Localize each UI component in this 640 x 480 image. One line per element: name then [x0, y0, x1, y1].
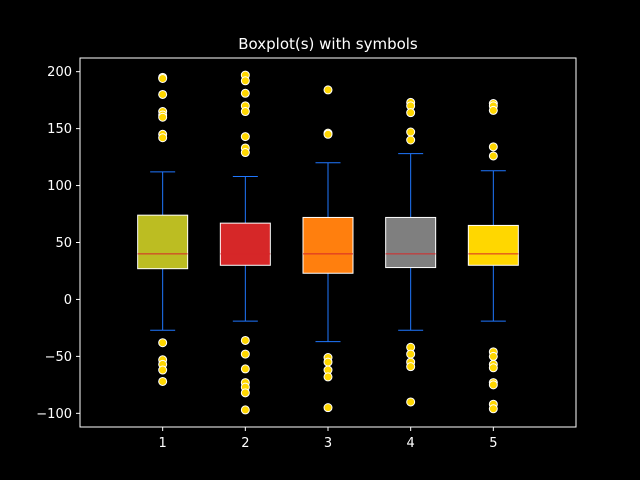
y-tick-label: 200: [47, 65, 72, 80]
x-tick-label: 4: [407, 436, 415, 451]
outlier-point: [488, 363, 498, 373]
boxes-layer: [137, 70, 519, 415]
outlier-point: [488, 380, 498, 390]
outlier-point: [158, 133, 168, 143]
outlier-point: [158, 338, 168, 348]
outlier-point: [240, 349, 250, 359]
outlier-point: [158, 376, 168, 386]
outlier-point: [240, 148, 250, 158]
box-iqr: [385, 216, 437, 269]
box-iqr: [467, 224, 519, 266]
outlier-point: [323, 372, 333, 382]
y-tick-label: 100: [47, 179, 72, 194]
box-group-2: [219, 70, 271, 415]
outlier-point: [488, 351, 498, 361]
outlier-point: [323, 129, 333, 139]
y-tick-label: −100: [36, 407, 72, 422]
outlier-point: [406, 349, 416, 359]
outlier-point: [406, 127, 416, 137]
outlier-point: [488, 142, 498, 152]
outlier-point: [240, 405, 250, 415]
chart-title: Boxplot(s) with symbols: [238, 35, 418, 53]
x-tick-label: 1: [159, 436, 167, 451]
outlier-point: [406, 362, 416, 372]
y-tick-label: 50: [55, 236, 72, 251]
outlier-point: [488, 151, 498, 161]
outlier-point: [406, 397, 416, 407]
outlier-point: [406, 135, 416, 145]
y-tick-label: 150: [47, 122, 72, 137]
outlier-point: [240, 88, 250, 98]
outlier-point: [406, 108, 416, 118]
outlier-point: [158, 112, 168, 122]
box-iqr: [137, 214, 189, 270]
y-tick-label: 0: [64, 293, 72, 308]
outlier-point: [488, 404, 498, 414]
y-tick-label: −50: [45, 350, 72, 365]
box-group-3: [302, 85, 354, 413]
outlier-point: [240, 107, 250, 117]
x-tick-label: 5: [489, 436, 497, 451]
outlier-point: [240, 364, 250, 374]
outlier-point: [323, 403, 333, 413]
box-group-5: [467, 99, 519, 414]
outlier-point: [323, 357, 333, 367]
outlier-point: [240, 388, 250, 398]
box-group-4: [385, 97, 437, 407]
outlier-point: [240, 132, 250, 142]
outlier-point: [488, 105, 498, 115]
outlier-point: [323, 85, 333, 95]
outlier-point: [158, 74, 168, 83]
x-tick-label: 3: [324, 436, 332, 451]
outlier-point: [240, 76, 250, 86]
y-axis: −100 −50 0 50 100 150 200: [36, 65, 80, 422]
x-axis: 1 2 3 4 5: [159, 427, 497, 451]
outlier-point: [158, 365, 168, 375]
box-group-1: [137, 72, 189, 386]
outlier-point: [240, 335, 250, 345]
outlier-point: [158, 89, 168, 99]
box-iqr: [302, 216, 354, 274]
x-tick-label: 2: [241, 436, 249, 451]
box-iqr: [219, 222, 271, 266]
